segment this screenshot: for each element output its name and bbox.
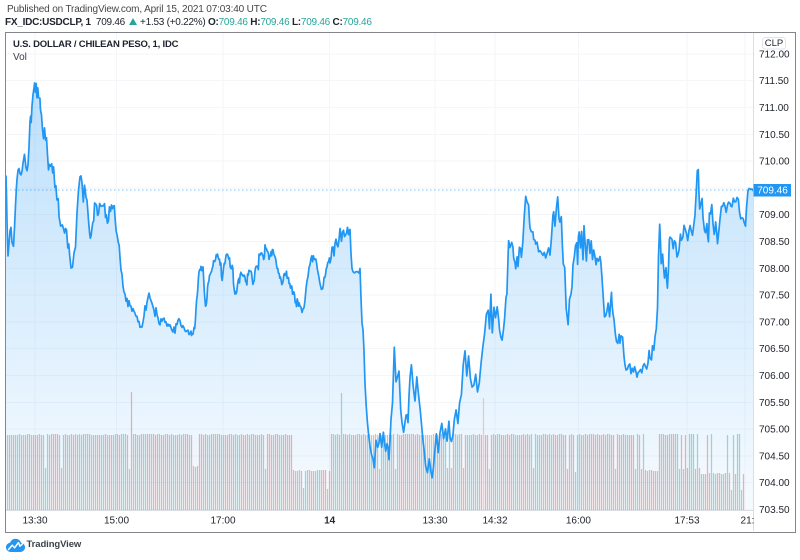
svg-text:13:30: 13:30: [22, 516, 47, 527]
svg-text:17:00: 17:00: [210, 516, 235, 527]
svg-text:709.00: 709.00: [759, 210, 790, 221]
svg-text:704.50: 704.50: [759, 451, 790, 462]
svg-text:21:: 21:: [741, 516, 755, 527]
svg-text:711.50: 711.50: [759, 76, 789, 87]
svg-text:16:00: 16:00: [566, 516, 591, 527]
svg-text:709.46: 709.46: [757, 186, 788, 197]
svg-text:706.00: 706.00: [759, 371, 790, 382]
svg-text:707.50: 707.50: [759, 291, 790, 302]
svg-text:703.50: 703.50: [759, 505, 790, 516]
svg-text:705.50: 705.50: [759, 398, 790, 409]
svg-text:14:32: 14:32: [482, 516, 507, 527]
svg-text:710.00: 710.00: [759, 157, 790, 168]
svg-text:704.00: 704.00: [759, 478, 790, 489]
svg-text:CLP: CLP: [765, 38, 783, 49]
svg-text:17:53: 17:53: [674, 516, 699, 527]
svg-text:706.50: 706.50: [759, 344, 790, 355]
svg-text:710.50: 710.50: [759, 130, 790, 141]
svg-text:15:00: 15:00: [104, 516, 129, 527]
svg-text:708.50: 708.50: [759, 237, 790, 248]
svg-text:13:30: 13:30: [422, 516, 447, 527]
svg-text:14: 14: [324, 516, 336, 527]
svg-text:707.00: 707.00: [759, 317, 790, 328]
svg-text:712.00: 712.00: [759, 49, 790, 60]
svg-text:705.00: 705.00: [759, 425, 790, 436]
svg-text:708.00: 708.00: [759, 264, 790, 275]
svg-text:711.00: 711.00: [759, 103, 789, 114]
